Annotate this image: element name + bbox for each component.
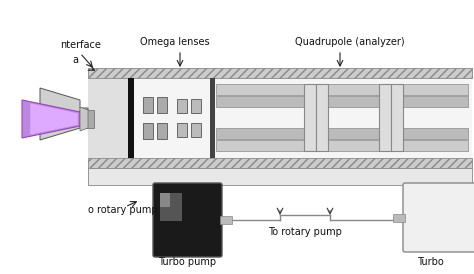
Bar [143, 123, 153, 139]
Polygon shape [22, 100, 80, 138]
Bar [322, 128, 385, 139]
Bar [397, 128, 468, 139]
Bar [322, 140, 385, 151]
Bar [88, 168, 472, 185]
Bar [393, 213, 405, 221]
Polygon shape [40, 88, 88, 140]
Bar [304, 84, 316, 151]
Text: Quadrupole (analyzer): Quadrupole (analyzer) [295, 37, 405, 47]
Bar [216, 96, 310, 107]
Bar [160, 193, 170, 207]
Bar [88, 78, 130, 158]
Polygon shape [30, 103, 78, 135]
Bar [157, 123, 167, 139]
Bar [210, 78, 215, 158]
Bar [84, 110, 94, 128]
Bar [143, 97, 153, 113]
Text: To rotary pump: To rotary pump [268, 227, 342, 237]
Bar [322, 96, 385, 107]
FancyBboxPatch shape [403, 183, 474, 252]
Bar [157, 97, 167, 113]
Bar [322, 84, 385, 95]
Bar [216, 140, 310, 151]
Text: nterface: nterface [60, 40, 101, 50]
Bar [128, 78, 134, 158]
Bar [397, 140, 468, 151]
Bar [88, 68, 472, 78]
Bar [220, 216, 232, 224]
Bar [177, 123, 187, 137]
Text: o rotary pump: o rotary pump [88, 205, 158, 215]
Bar [88, 158, 472, 168]
Bar [191, 123, 201, 137]
Bar [397, 96, 468, 107]
Bar [88, 78, 472, 158]
Bar [316, 84, 328, 151]
Bar [379, 84, 391, 151]
Bar [216, 84, 310, 95]
Bar [216, 128, 310, 139]
Bar [397, 84, 468, 95]
Bar [191, 99, 201, 113]
Text: Turbo pump: Turbo pump [158, 257, 217, 267]
Text: Omega lenses: Omega lenses [140, 37, 210, 47]
Bar [177, 99, 187, 113]
Bar [160, 193, 182, 221]
Bar [391, 84, 403, 151]
Text: a: a [72, 55, 78, 65]
FancyBboxPatch shape [153, 183, 222, 257]
Text: Turbo: Turbo [417, 257, 444, 267]
Polygon shape [80, 107, 88, 131]
